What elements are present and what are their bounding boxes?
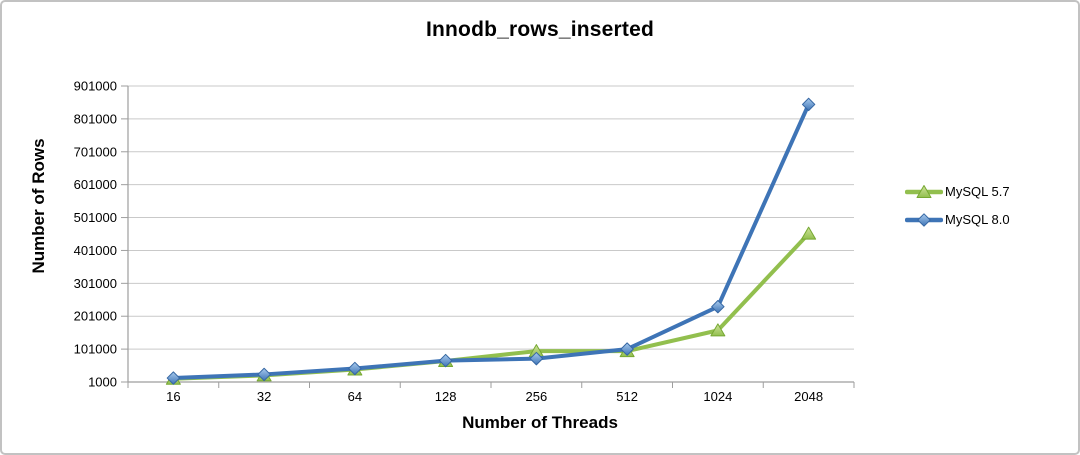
data-point-marker-1 <box>801 97 816 112</box>
y-tick-label: 101000 <box>74 342 117 357</box>
mysql-57-line-swatch-icon <box>905 185 943 198</box>
mysql-80-line-swatch-icon <box>905 213 943 227</box>
legend: MySQL 5.7 MySQL 8.0 <box>905 178 1010 234</box>
data-point-marker-1 <box>348 361 362 376</box>
data-point-marker-0 <box>710 323 726 337</box>
data-point-marker-0 <box>801 226 817 240</box>
x-tick-label: 2048 <box>794 389 823 404</box>
y-tick-label: 701000 <box>74 144 117 159</box>
x-tick-label: 32 <box>257 389 271 404</box>
y-tick-label: 901000 <box>74 79 117 94</box>
x-tick-label: 256 <box>526 389 548 404</box>
x-tick-label: 64 <box>348 389 362 404</box>
x-tick-label: 128 <box>435 389 457 404</box>
data-point-marker-1 <box>257 367 271 382</box>
x-axis-title: Number of Threads <box>462 413 618 432</box>
data-point-marker-1 <box>438 353 453 368</box>
data-point-marker-1 <box>620 342 634 356</box>
y-tick-label: 401000 <box>74 243 117 258</box>
series-line-1 <box>171 102 811 381</box>
legend-label-mysql-80: MySQL 8.0 <box>945 212 1010 227</box>
legend-marker-sample <box>917 213 931 227</box>
y-tick-label: 601000 <box>74 177 117 192</box>
y-tick-label: 801000 <box>74 111 117 126</box>
y-tick-label: 501000 <box>74 210 117 225</box>
y-tick-label: 301000 <box>74 276 117 291</box>
legend-item-mysql-57: MySQL 5.7 <box>905 178 1010 206</box>
x-tick-label: 16 <box>166 389 180 404</box>
legend-marker-sample <box>916 185 932 198</box>
legend-label-mysql-57: MySQL 5.7 <box>945 184 1010 199</box>
x-tick-label: 512 <box>616 389 638 404</box>
chart-title: Innodb_rows_inserted <box>425 18 655 41</box>
y-tick-label: 201000 <box>74 309 117 324</box>
x-tick-label: 1024 <box>703 389 732 404</box>
legend-item-mysql-80: MySQL 8.0 <box>905 206 1010 234</box>
data-point-marker-1 <box>529 351 544 366</box>
data-point-marker-1 <box>166 371 181 385</box>
data-point-marker-1 <box>711 299 725 314</box>
y-tick-label: 1000 <box>88 375 117 390</box>
